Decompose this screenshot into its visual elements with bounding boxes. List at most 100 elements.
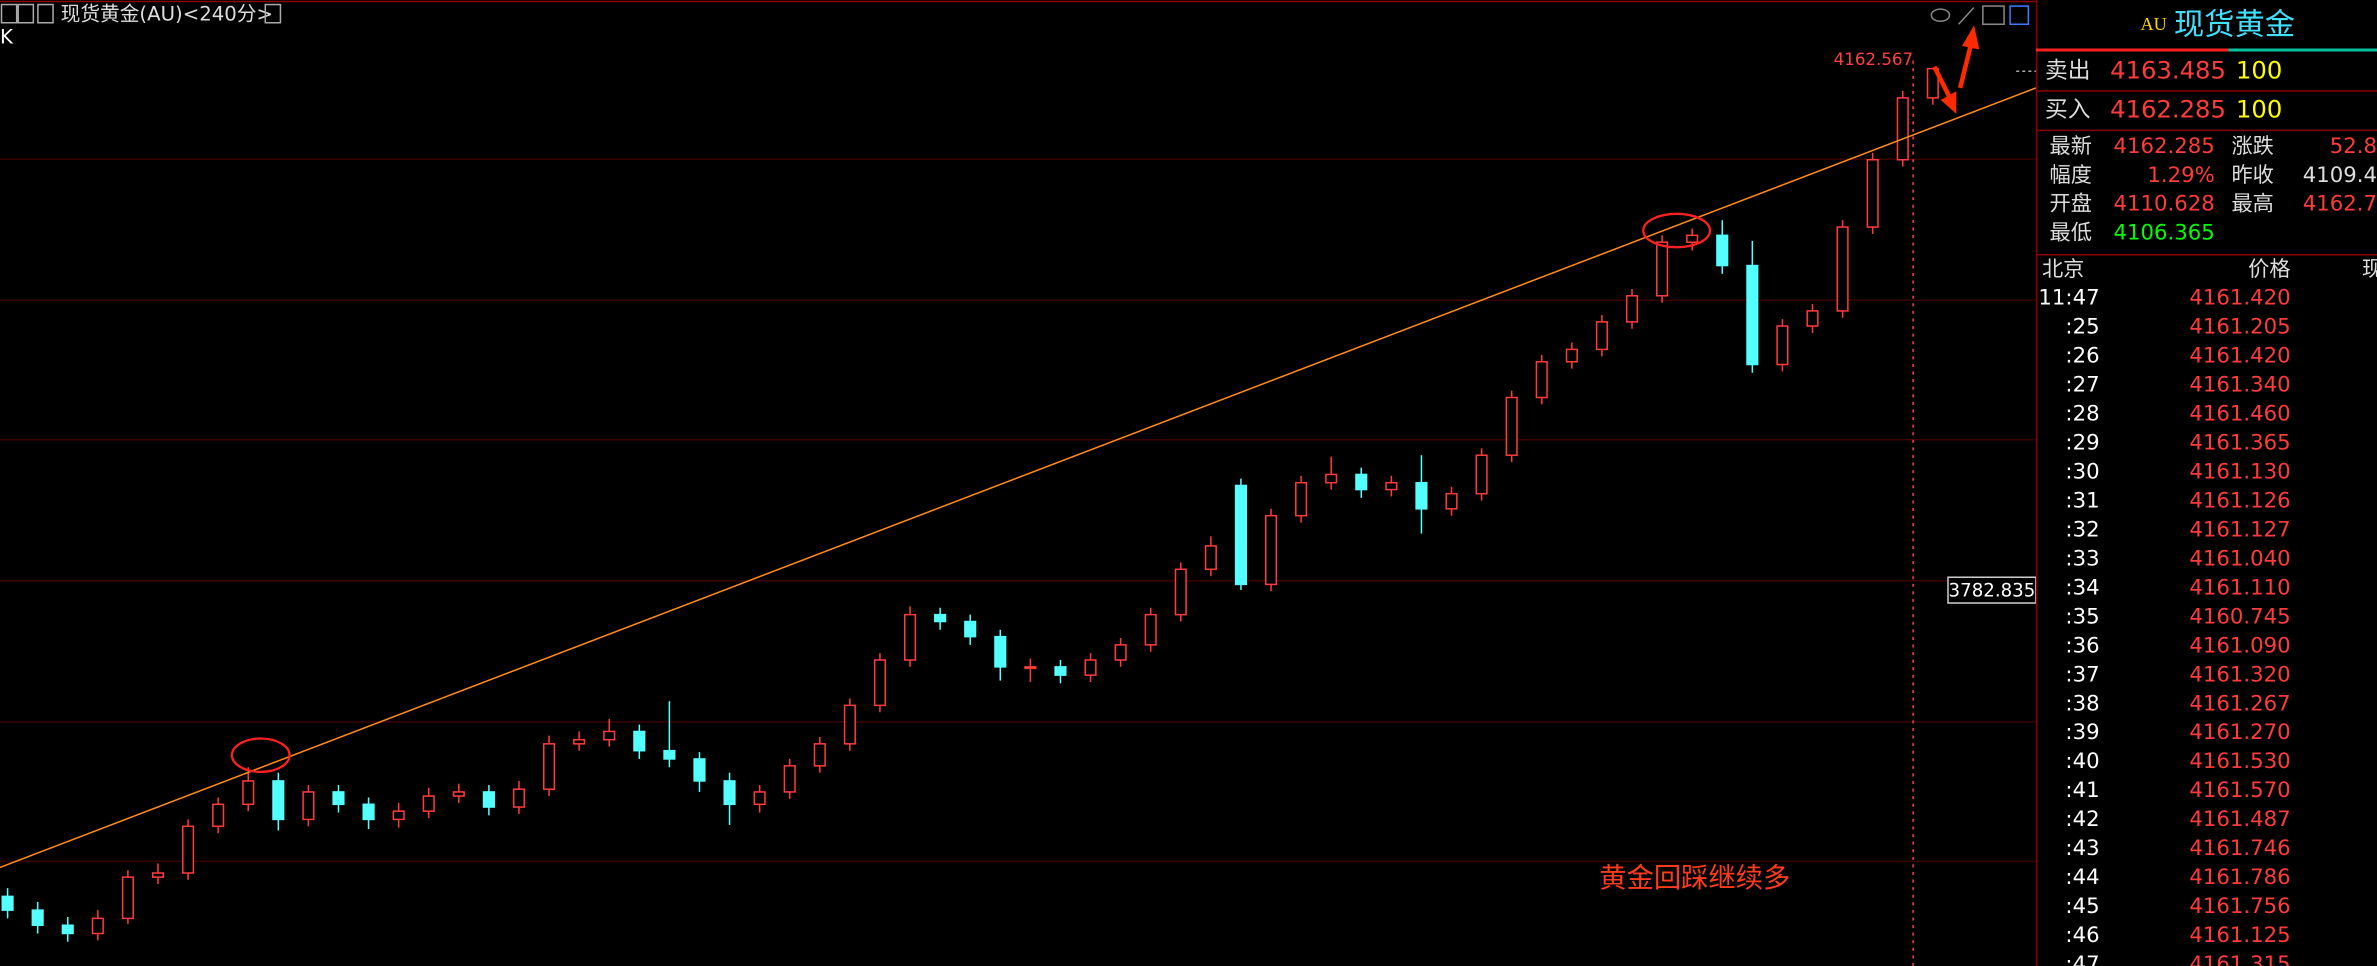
- tick-time: :33: [2065, 546, 2099, 571]
- icon-button[interactable]: [264, 3, 282, 24]
- tick-price: 4161.127: [2189, 517, 2290, 542]
- tick-time: :35: [2065, 604, 2099, 629]
- candle-body: [663, 749, 676, 760]
- candle-body: [61, 924, 74, 935]
- arrow-head: [1940, 91, 1957, 114]
- candle-body: [332, 791, 345, 806]
- field-label: 开盘: [2050, 192, 2092, 217]
- candle-body: [1445, 492, 1458, 510]
- candle-body: [994, 635, 1007, 668]
- tick-time: :32: [2065, 517, 2099, 542]
- bid-label: 买入: [2045, 97, 2090, 123]
- tick-price: 4161.340: [2189, 373, 2290, 398]
- icon-button[interactable]: [0, 3, 18, 24]
- grid: [0, 158, 2036, 863]
- candles: [1, 67, 1939, 942]
- field-value: 4106.365: [2114, 221, 2215, 246]
- field-label: 最低: [2050, 221, 2092, 246]
- tick-time: :26: [2065, 344, 2099, 369]
- candle-body: [1144, 613, 1157, 646]
- high-label: 4162.567: [1834, 50, 1913, 69]
- candle-body: [1806, 310, 1819, 327]
- field-value: 4162.7: [2303, 192, 2377, 217]
- tick-price: 4161.746: [2189, 836, 2290, 861]
- candle-body: [964, 620, 977, 638]
- tick-price: 4161.126: [2189, 488, 2290, 513]
- field-label: 昨收: [2231, 163, 2273, 188]
- pen-icon[interactable]: [1958, 7, 1975, 25]
- toolbar-icons[interactable]: [0, 3, 54, 24]
- ask-label: 卖出: [2045, 58, 2090, 84]
- tick-price: 4161.040: [2189, 546, 2290, 571]
- tick-price: 4161.090: [2189, 633, 2290, 658]
- annotation: 黄金回踩继续多: [1599, 863, 1790, 894]
- price-marker-box: [1947, 576, 2037, 604]
- tick-price: 4161.487: [2189, 807, 2290, 832]
- tick-time: :44: [2065, 865, 2099, 890]
- candle-body: [91, 917, 104, 935]
- panel-icon[interactable]: [2009, 5, 2030, 26]
- price-marker: 3782.835: [1949, 581, 2036, 602]
- quote-code: AU: [2141, 14, 2167, 34]
- candle-body: [843, 704, 856, 745]
- candle-body: [1325, 473, 1338, 484]
- candle-body: [542, 743, 556, 790]
- candle-body: [1415, 481, 1428, 510]
- tick-price: 4161.320: [2189, 662, 2290, 687]
- candle-body: [1565, 348, 1578, 363]
- tick-price: 4161.365: [2189, 431, 2290, 456]
- candle-body: [783, 765, 796, 793]
- candle-body: [512, 788, 526, 808]
- tick-price: 4161.530: [2189, 749, 2290, 774]
- candle-body: [242, 780, 255, 806]
- table-header: 现: [2362, 257, 2377, 282]
- candle-body: [1385, 481, 1398, 491]
- arrow: [1932, 65, 1952, 99]
- icon-button[interactable]: [17, 3, 35, 24]
- candle-body: [1836, 226, 1849, 312]
- candle-body: [573, 738, 586, 745]
- tick-price: 4161.420: [2189, 344, 2290, 369]
- candle-body: [1866, 158, 1879, 228]
- quote-fields: 最新 4162.285 涨跌 52.8 幅度 1.29% 昨收 4109.4 开盘 4110.62…: [2050, 134, 2377, 245]
- tick-price: 4161.315: [2189, 952, 2290, 966]
- bid-volume: 100: [2236, 95, 2282, 124]
- tick-time: :38: [2065, 691, 2099, 716]
- tick-time: :46: [2065, 923, 2099, 948]
- bid-price: 4162.285: [2110, 95, 2226, 124]
- candle-body: [1234, 484, 1248, 586]
- candle-body: [302, 791, 315, 821]
- tick-price: 4161.570: [2189, 778, 2290, 803]
- chart-tools[interactable]: [1930, 5, 2030, 26]
- candle-body: [1355, 473, 1368, 491]
- candle-body: [1, 895, 14, 911]
- candle-body: [392, 810, 405, 821]
- icon-button[interactable]: [37, 3, 54, 24]
- field-label: 最高: [2231, 192, 2273, 217]
- grid-icon[interactable]: [1982, 5, 2005, 26]
- candle-body: [1024, 666, 1037, 670]
- tick-time: :27: [2065, 373, 2099, 398]
- field-value: 4109.4: [2303, 163, 2377, 188]
- arrows: [1932, 25, 1980, 114]
- eye-icon[interactable]: [1930, 8, 1951, 22]
- field-value: 1.29%: [2147, 163, 2214, 188]
- candle-body: [693, 758, 706, 782]
- ask-volume: 100: [2236, 55, 2282, 84]
- arrow-head: [1961, 25, 1980, 50]
- field-label: 幅度: [2050, 163, 2092, 188]
- field-label: 涨跌: [2231, 134, 2273, 159]
- tick-price: 4161.420: [2189, 286, 2290, 311]
- candle-body: [422, 795, 435, 812]
- candle-body: [1535, 361, 1548, 399]
- candle-body: [31, 909, 44, 927]
- tick-time: :31: [2065, 488, 2099, 513]
- tick-time: :30: [2065, 460, 2099, 485]
- candle-body: [723, 780, 736, 806]
- candle-body: [873, 659, 887, 707]
- candle-body: [151, 872, 165, 878]
- quote-title: 现货黄金: [2174, 7, 2295, 42]
- candle-body: [1084, 659, 1097, 676]
